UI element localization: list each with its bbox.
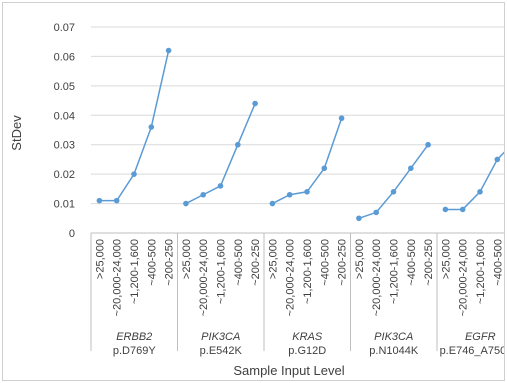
data-point [321, 165, 328, 172]
x-tick-label: ~200-250 [250, 239, 262, 286]
group-variant-label: p.N1044K [369, 345, 419, 357]
x-tick-label: ~1,200-1,600 [302, 239, 314, 304]
data-point [96, 197, 103, 204]
y-tick-label: 0.01 [54, 199, 75, 211]
x-tick-label: ~1,200-1,600 [389, 239, 401, 304]
x-tick-label: >25,000 [94, 239, 106, 279]
x-tick-label: ~400-500 [492, 239, 504, 286]
data-point [477, 189, 483, 195]
x-axis-title: Sample Input Level [233, 363, 344, 378]
x-tick-label: ~200-250 [164, 239, 176, 286]
data-point [269, 200, 276, 207]
series-line-egfr [445, 151, 504, 211]
y-tick-label: 0.04 [54, 110, 75, 122]
x-tick-label: >25,000 [181, 239, 193, 279]
data-point [338, 115, 345, 122]
x-tick-label: ~400-500 [319, 239, 331, 286]
x-tick-label: >25,000 [354, 239, 366, 279]
x-tick-label: ~1,200-1,600 [216, 239, 228, 304]
group-variant-label: p.E542K [200, 345, 243, 357]
y-tick-label: 0.05 [54, 81, 75, 93]
data-point [131, 171, 137, 177]
group-variant-label: p.E746_A750del [440, 345, 506, 357]
data-point [235, 141, 241, 148]
data-point [390, 189, 397, 195]
x-tick-label: ~400-500 [233, 239, 245, 286]
y-tick-label: 0.03 [54, 140, 75, 152]
group-gene-label: ERBB2 [116, 331, 152, 343]
chart: 0 0.01 0.02 0.03 0.04 0.05 0.06 0.07 >25,000 ~20,… [9, 22, 506, 378]
group-variant-label: p.G12D [288, 345, 326, 357]
data-point [459, 206, 466, 213]
group-gene-label: PIK3CA [374, 331, 413, 343]
data-point [113, 197, 120, 204]
data-point [425, 141, 431, 148]
data-point [442, 206, 449, 213]
data-point [373, 209, 380, 216]
y-tick-label: 0 [69, 228, 75, 240]
series-line-pik3ca [358, 144, 429, 219]
x-tick-label: ~20,000-24,000 [285, 239, 297, 316]
series-line-erbb2 [99, 50, 170, 202]
data-point [200, 191, 206, 198]
data-point [304, 189, 310, 195]
x-tick-label: ~200-250 [423, 239, 435, 286]
group-variant-label: p.D769Y [113, 345, 156, 357]
series [96, 47, 504, 222]
x-tick-label: ~1,200-1,600 [129, 239, 141, 304]
data-point [286, 191, 293, 198]
x-tick-label: ~20,000-24,000 [458, 239, 470, 316]
x-tick-label: ~20,000-24,000 [112, 239, 124, 316]
group-gene-label: EGFR [465, 331, 496, 343]
data-point [217, 183, 224, 189]
x-tick-label: ~400-500 [146, 239, 158, 286]
data-point [148, 124, 155, 130]
x-tick-label: ~400-500 [406, 239, 418, 286]
group-gene-label: KRAS [292, 331, 323, 343]
x-tick-label: >25,000 [440, 239, 452, 279]
x-tick-label: ~200-250 [337, 239, 349, 286]
data-point [494, 156, 501, 163]
x-tick-label: ~1,200-1,600 [475, 239, 487, 304]
y-tick-label: 0.06 [54, 51, 75, 63]
data-point [183, 200, 189, 207]
data-point [165, 47, 172, 54]
labels: 0 0.01 0.02 0.03 0.04 0.05 0.06 0.07 >25,000 ~20,… [54, 22, 506, 357]
x-tick-label: ~20,000-24,000 [198, 239, 210, 316]
x-tick-label: ~20,000-24,000 [371, 239, 383, 316]
axes [90, 232, 504, 351]
group-gene-label: PIK3CA [201, 331, 240, 343]
data-point [408, 165, 414, 172]
data-point [252, 100, 258, 107]
y-tick-label: 0.02 [54, 169, 75, 181]
y-tick-label: 0.07 [54, 22, 75, 34]
x-tick-label: >25,000 [267, 239, 279, 279]
gridlines [91, 26, 504, 205]
data-point [356, 215, 362, 222]
y-axis-title: StDev [9, 115, 24, 151]
